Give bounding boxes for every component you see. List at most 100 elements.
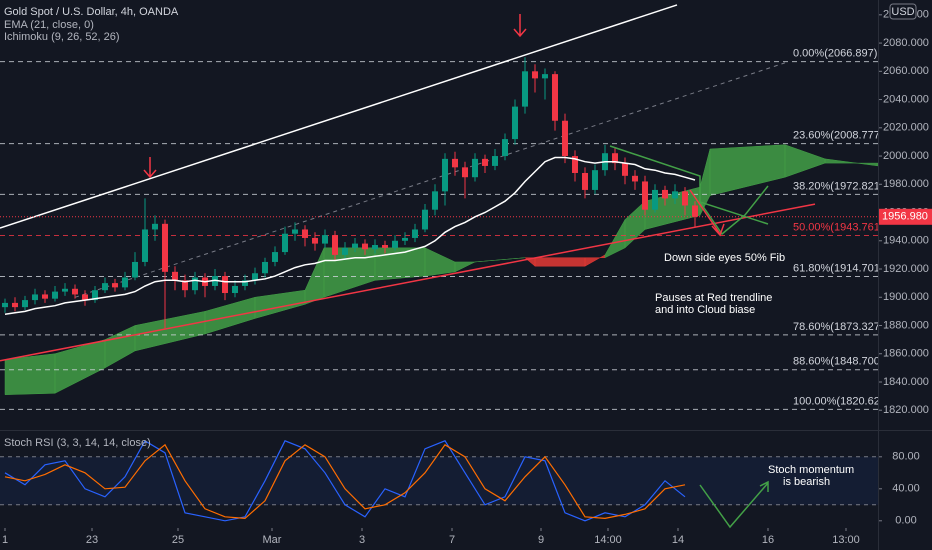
candle-body xyxy=(12,302,18,308)
candle-body xyxy=(402,237,408,241)
candle-body xyxy=(262,261,268,274)
candle-body xyxy=(422,209,428,230)
candle-body xyxy=(672,191,678,199)
candle-body xyxy=(362,243,368,250)
candle-body xyxy=(122,277,128,288)
main-panel: 0.00%(2066.897) 23.60%(2008.777) 38.20%(19… xyxy=(0,4,890,410)
arrow xyxy=(513,14,527,38)
candle-body xyxy=(492,156,498,166)
candle-body xyxy=(22,300,28,308)
candle-body xyxy=(142,229,148,262)
candle-body xyxy=(112,283,118,288)
candle-body xyxy=(442,158,448,192)
arrow xyxy=(143,157,157,179)
candle-body xyxy=(592,170,598,190)
candle-body xyxy=(312,237,318,244)
drawings xyxy=(143,14,769,529)
candle-body xyxy=(232,285,238,294)
candle-body xyxy=(272,252,278,262)
candle-body xyxy=(462,167,468,178)
y-tick-label: 1880.000 xyxy=(883,319,929,331)
y-tick-label: 2080.000 xyxy=(883,37,929,49)
x-tick-label: 1 xyxy=(2,534,8,546)
x-tick-label: 7 xyxy=(449,534,455,546)
y-tick-label: 1940.000 xyxy=(883,235,929,247)
chart-title: Gold Spot / U.S. Dollar, 4h, OANDA xyxy=(4,6,179,18)
candle-body xyxy=(552,74,558,121)
candle-body xyxy=(222,276,228,294)
candle-body xyxy=(102,283,108,291)
x-tick-label: 3 xyxy=(359,534,365,546)
projection xyxy=(699,480,769,529)
x-tick-label: 14 xyxy=(672,534,684,546)
candle-body xyxy=(662,189,668,199)
axes: 1820.000 1840.000 1860.000 1880.000 1900.000… xyxy=(2,3,932,546)
candle-body xyxy=(82,294,88,301)
y-tick-label: 2040.000 xyxy=(883,93,929,105)
y-tick-label: 2020.000 xyxy=(883,122,929,134)
annotation: and into Cloud biase xyxy=(655,304,755,316)
x-tick-label: 25 xyxy=(172,534,184,546)
candle-body xyxy=(682,191,688,206)
y-tick-label: 1860.000 xyxy=(883,348,929,360)
fib-label: 0.00%(2066.897) xyxy=(793,47,877,59)
candle-body xyxy=(62,288,68,292)
last-price-badge xyxy=(879,208,932,225)
candle-body xyxy=(162,223,168,272)
fib-label: 50.00%(1943.761) xyxy=(793,221,884,233)
last-price-label: 1956.980 xyxy=(882,211,928,223)
currency-label: USD xyxy=(891,6,914,18)
candle-body xyxy=(52,291,58,299)
stoch-panel xyxy=(0,439,878,522)
x-tick-label: 16 xyxy=(762,534,774,546)
candle-body xyxy=(182,280,188,291)
candle-body xyxy=(562,120,568,157)
candle-body xyxy=(512,106,518,140)
candle-body xyxy=(152,223,158,230)
cloud-segment xyxy=(824,158,878,167)
stoch-y-tick-label: 40.00 xyxy=(892,483,920,495)
x-tick-label: 13:00 xyxy=(832,534,860,546)
candle-body xyxy=(382,245,388,248)
candle-body xyxy=(252,273,258,281)
candle-body xyxy=(242,280,248,286)
candle-body xyxy=(482,158,488,166)
x-tick-label: 23 xyxy=(86,534,98,546)
fib-label: 88.60%(1848.700) xyxy=(793,356,884,368)
candle-body xyxy=(692,205,698,217)
candle-body xyxy=(32,294,38,301)
fib-label: 61.80%(1914.701) xyxy=(793,262,884,274)
currency-badge xyxy=(889,3,917,20)
stoch-y-tick-label: 0.00 xyxy=(895,515,916,527)
candle-body xyxy=(2,302,8,308)
fib-label: 78.60%(1873.327) xyxy=(793,321,884,333)
candle-body xyxy=(352,243,358,248)
x-tick-label: Mar xyxy=(263,534,282,546)
cloud-segment xyxy=(534,257,586,267)
fib-label: 100.00%(1820.624) xyxy=(793,395,890,407)
candle-body xyxy=(532,71,538,79)
arrow xyxy=(689,189,725,237)
candle-body xyxy=(472,158,478,178)
stoch-band xyxy=(0,456,878,505)
fib-label: 23.60%(2008.777) xyxy=(793,130,884,142)
candle-body xyxy=(72,288,78,295)
candle-body xyxy=(412,229,418,238)
candle-body xyxy=(432,191,438,210)
annotation: Pauses at Red trendline xyxy=(655,292,772,304)
candle-body xyxy=(292,229,298,234)
candle-body xyxy=(522,71,528,107)
candle-body xyxy=(542,74,548,79)
trendline xyxy=(0,203,816,362)
candle-body xyxy=(452,158,458,168)
candle-body xyxy=(342,247,348,255)
stoch-y-tick-label: 80.00 xyxy=(892,451,920,463)
y-tick-label: 1840.000 xyxy=(883,376,929,388)
stoch-title: Stoch RSI (3, 3, 14, 14, close) xyxy=(4,437,151,449)
x-tick-label: 9 xyxy=(538,534,544,546)
candle-body xyxy=(502,139,508,157)
candle-body xyxy=(282,233,288,253)
cloud-segment xyxy=(4,353,56,395)
annotation: Stoch momentum xyxy=(768,464,854,476)
